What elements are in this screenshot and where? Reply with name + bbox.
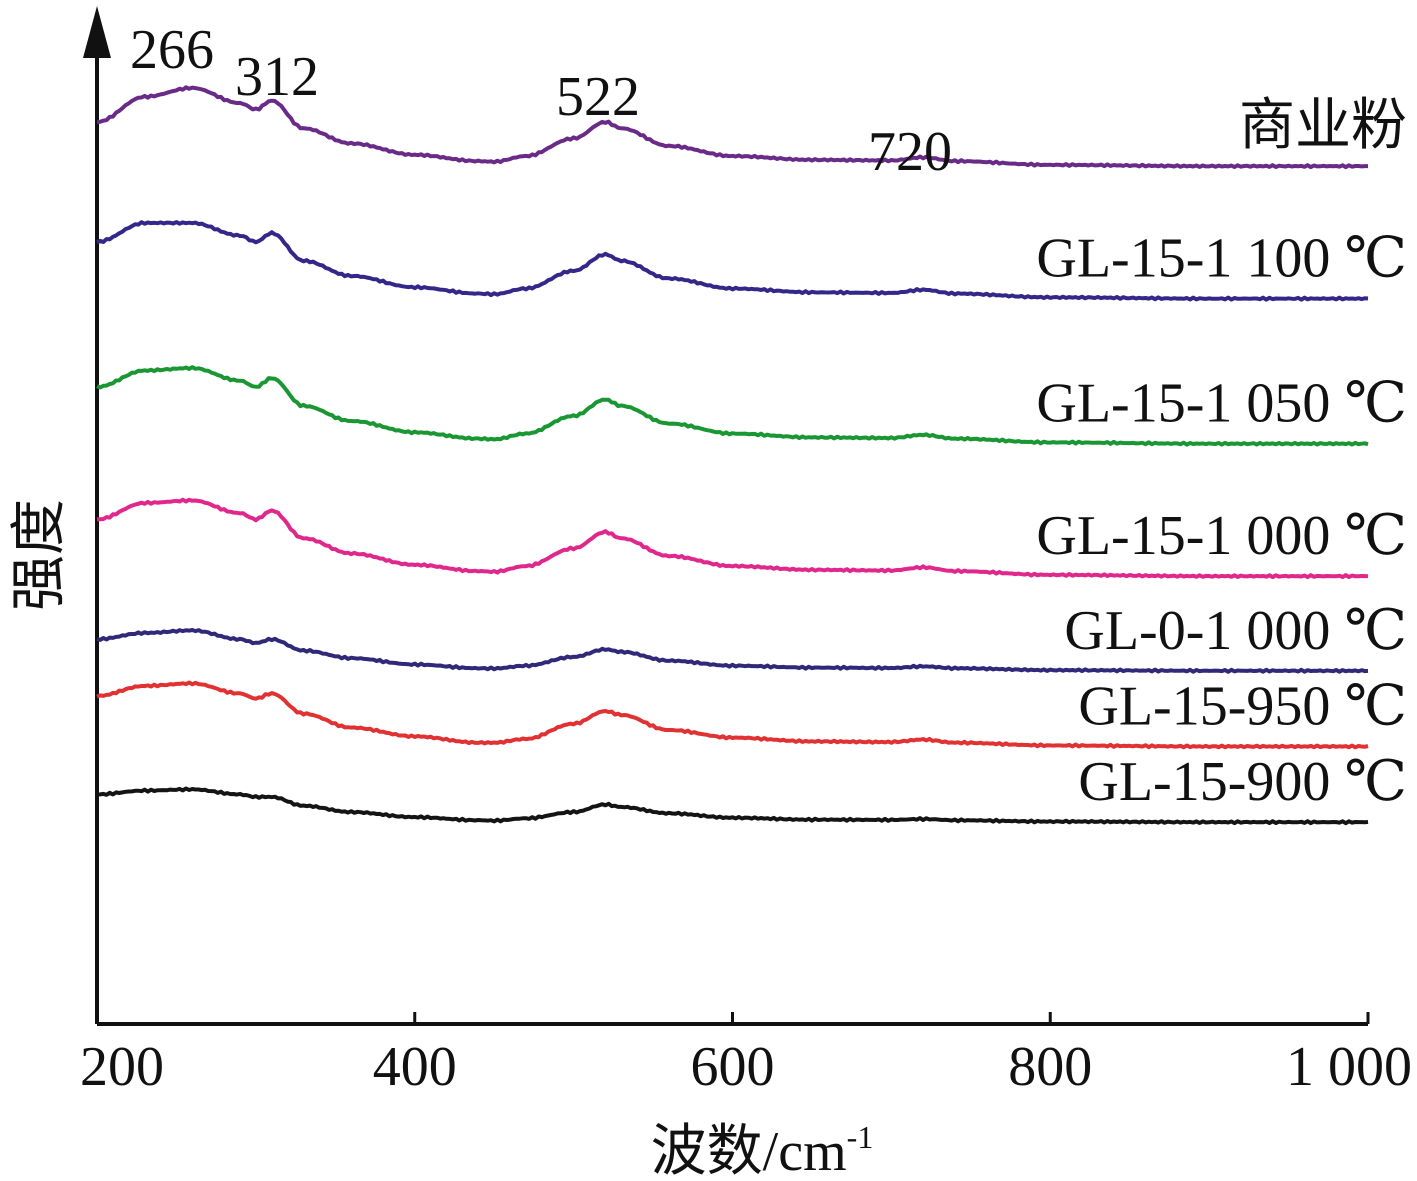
peak-label-266: 266 [130, 19, 214, 81]
x-tick-label: 600 [691, 1036, 775, 1098]
series-layer [96, 85, 1369, 826]
peak-label-720: 720 [868, 121, 952, 183]
x-tick-label: 1 000 [1286, 1036, 1412, 1098]
series-label-0: 商业粉 [1239, 95, 1407, 157]
peak-label-312: 312 [235, 46, 319, 108]
series-line-1 [96, 220, 1369, 302]
series-label-3: GL-15-1 000 ℃ [1036, 505, 1407, 567]
axes: 200 400 600 800 1 000 波数/cm-1 强度 [9, 6, 1412, 1181]
x-tick-label: 400 [373, 1036, 457, 1098]
x-axis-title: 波数/cm-1 [651, 1119, 874, 1181]
series-label-5: GL-15-950 ℃ [1078, 675, 1407, 737]
series-line-5 [96, 680, 1369, 750]
x-tick-label: 200 [80, 1036, 164, 1098]
x-axis-title-superscript: -1 [847, 1119, 874, 1155]
x-tick-label: 800 [1008, 1036, 1092, 1098]
peak-label-522: 522 [556, 66, 640, 128]
labels-layer: 商业粉 GL-15-1 100 ℃ GL-15-1 050 ℃ GL-15-1 000… [130, 19, 1407, 813]
series-line-6 [96, 786, 1369, 826]
series-line-3 [96, 497, 1369, 580]
series-label-6: GL-15-900 ℃ [1078, 751, 1407, 813]
series-label-2: GL-15-1 050 ℃ [1036, 373, 1407, 435]
series-label-4: GL-0-1 000 ℃ [1064, 600, 1407, 662]
series-line-0 [96, 85, 1368, 170]
series-line-2 [96, 365, 1369, 447]
y-axis-title: 强度 [9, 499, 71, 611]
y-axis-arrow [83, 6, 111, 58]
series-label-1: GL-15-1 100 ℃ [1036, 228, 1407, 290]
series-line-4 [96, 628, 1369, 674]
